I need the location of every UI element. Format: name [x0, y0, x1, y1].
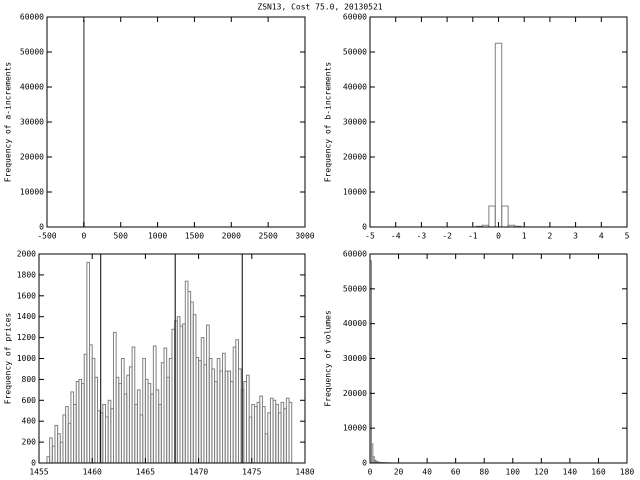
y-tick-label: 40000 [20, 83, 44, 92]
y-tick-label: 10000 [343, 188, 367, 197]
y-tick-label: 30000 [343, 354, 367, 363]
y-tick-label: 50000 [343, 48, 367, 57]
x-tick-label: -4 [391, 232, 401, 241]
x-tick-label: 100 [506, 468, 521, 477]
y-tick-label: 2000 [17, 250, 36, 259]
y-tick-label: 800 [22, 375, 37, 384]
y-tick-label: 20000 [343, 389, 367, 398]
x-tick-label: 20 [394, 468, 404, 477]
y-tick-label: 50000 [20, 48, 44, 57]
x-tick-label: 180 [620, 468, 635, 477]
x-tick-label: 120 [534, 468, 549, 477]
y-tick-label: 1600 [17, 291, 36, 300]
x-tick-label: 2500 [259, 232, 278, 241]
y-axis-label: Frequency of prices [4, 313, 13, 405]
y-tick-label: 50000 [343, 284, 367, 293]
x-tick-label: 3000 [295, 232, 314, 241]
x-tick-label: 5 [625, 232, 630, 241]
y-tick-label: 30000 [343, 118, 367, 127]
x-tick-label: 1500 [185, 232, 204, 241]
y-tick-label: 1800 [17, 270, 36, 279]
histogram-bar [288, 401, 293, 464]
x-tick-label: 1000 [148, 232, 167, 241]
plot-frame [369, 253, 628, 464]
x-tick-label: 40 [422, 468, 432, 477]
x-tick-label: -5 [365, 232, 375, 241]
y-tick-label: 1200 [17, 333, 36, 342]
y-tick-label: 600 [22, 396, 37, 405]
y-tick-label: 40000 [343, 83, 367, 92]
x-tick-label: 1460 [83, 468, 102, 477]
y-axis-label: Frequency of volumes [324, 310, 333, 407]
x-tick-label: 2 [547, 232, 552, 241]
x-tick-label: -1 [468, 232, 478, 241]
x-tick-label: 1 [522, 232, 527, 241]
plot-frame [38, 253, 306, 464]
x-tick-label: 160 [591, 468, 606, 477]
y-tick-label: 0 [362, 223, 367, 232]
x-tick-label: -3 [417, 232, 427, 241]
y-tick-label: 1000 [17, 354, 36, 363]
histogram-bar [501, 205, 509, 228]
y-tick-label: 60000 [343, 250, 367, 259]
histogram-bar [82, 20, 85, 228]
y-tick-label: 1400 [17, 312, 36, 321]
y-axis-label: Frequency of a-increments [4, 62, 13, 183]
y-tick-label: 20000 [343, 153, 367, 162]
x-tick-label: 140 [563, 468, 578, 477]
x-tick-label: 60 [451, 468, 461, 477]
y-tick-label: 20000 [20, 153, 44, 162]
x-tick-label: 1475 [242, 468, 261, 477]
y-tick-label: 10000 [343, 424, 367, 433]
histogram-bar [494, 42, 503, 228]
y-axis-label: Frequency of b-increments [324, 62, 333, 183]
x-tick-label: 1455 [29, 468, 48, 477]
y-tick-label: 0 [39, 223, 44, 232]
y-tick-label: 30000 [20, 118, 44, 127]
y-tick-label: 60000 [343, 13, 367, 22]
x-tick-label: 1470 [189, 468, 208, 477]
histogram-bar [488, 205, 496, 228]
x-tick-label: 3 [573, 232, 578, 241]
x-tick-label: 0 [81, 232, 86, 241]
x-tick-label: 0 [368, 468, 373, 477]
x-tick-label: 80 [479, 468, 489, 477]
figure-title: ZSN13, Cost 75.0, 20130521 [257, 3, 382, 12]
x-tick-label: 1480 [295, 468, 314, 477]
y-tick-label: 400 [22, 417, 37, 426]
y-tick-label: 10000 [20, 188, 44, 197]
x-tick-label: -500 [37, 232, 56, 241]
x-tick-label: 0 [496, 232, 501, 241]
x-tick-label: 2000 [222, 232, 241, 241]
y-tick-label: 200 [22, 438, 37, 447]
y-tick-label: 40000 [343, 319, 367, 328]
plot-frame [46, 16, 306, 228]
x-tick-label: -2 [442, 232, 452, 241]
x-tick-label: 4 [599, 232, 604, 241]
x-tick-label: 1465 [136, 468, 155, 477]
x-tick-label: 500 [113, 232, 128, 241]
plot-frame [369, 16, 628, 228]
y-tick-label: 0 [362, 459, 367, 468]
y-tick-label: 60000 [20, 13, 44, 22]
y-tick-label: 0 [31, 459, 36, 468]
